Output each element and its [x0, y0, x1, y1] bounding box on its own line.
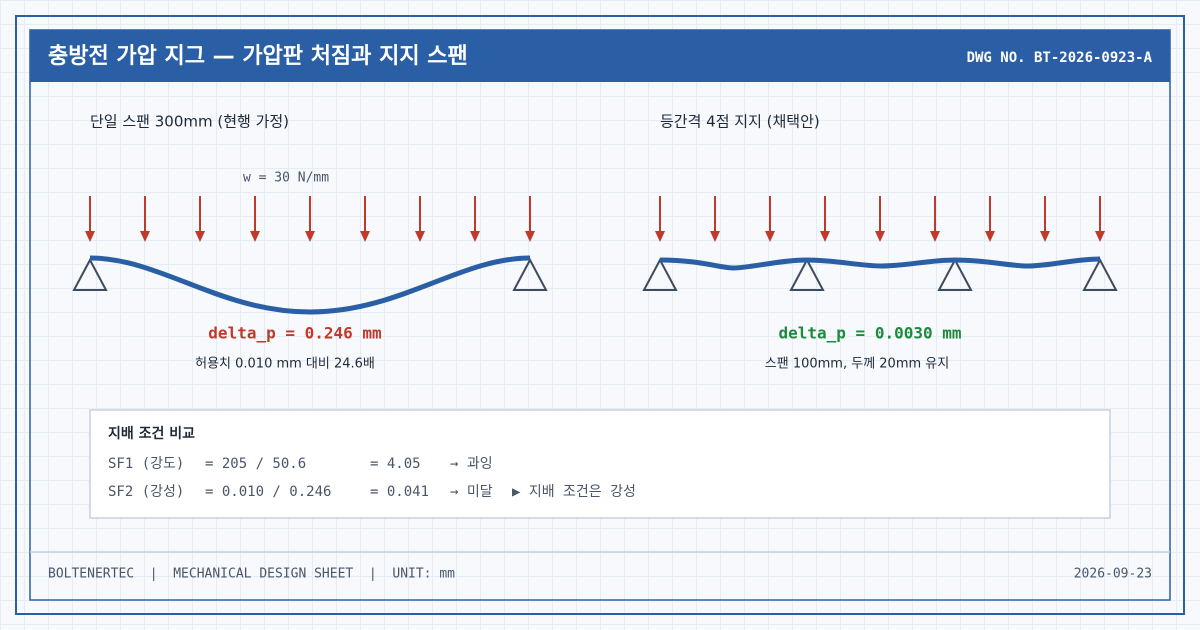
arrow-head [710, 231, 720, 242]
arrow-head [140, 231, 150, 242]
footer-left: BOLTENERTEC | MECHANICAL DESIGN SHEET | … [48, 567, 455, 582]
arrow-head [985, 231, 995, 242]
note: 스팬 100mm, 두께 20mm 유지 [765, 357, 949, 372]
arrow-head [415, 231, 425, 242]
header-bar [30, 30, 1170, 82]
support [937, 257, 973, 291]
arrow-head [195, 231, 205, 242]
comparison-cell: → 미달 [450, 484, 493, 500]
load-label: w = 30 N/mm [243, 171, 329, 186]
arrow-head [250, 231, 260, 242]
beam-drawings [72, 196, 1118, 291]
comparison-cell: = 0.010 / 0.246 [205, 484, 331, 500]
arrow-head [655, 231, 665, 242]
arrow-head [875, 231, 885, 242]
arrow-head [470, 231, 480, 242]
support [512, 257, 548, 291]
support [789, 257, 825, 291]
support [1082, 257, 1118, 291]
arrow-head [930, 231, 940, 242]
arrow-head [820, 231, 830, 242]
support [72, 257, 108, 291]
header-title: 충방전 가압 지그 — 가압판 처짐과 지지 스팬 [48, 44, 468, 69]
deflected-beam [659, 256, 1101, 271]
comparison-rows: SF1 (강도) = 205 / 50.6 = 4.05 → 과잉 SF2 (강성) = … [108, 456, 636, 500]
result: delta_p = 0.0030 mm [778, 324, 961, 343]
arrow-head [525, 231, 535, 242]
arrow-head [765, 231, 775, 242]
result: delta_p = 0.246 mm [208, 324, 382, 343]
comparison-cell: = 205 / 50.6 [205, 456, 306, 472]
arrow-head [360, 231, 370, 242]
deflected-beam [89, 255, 531, 315]
dwg-no: DWG NO. BT-2026-0923-A [967, 50, 1153, 66]
arrow-head [1095, 231, 1105, 242]
comparison-cell: SF1 (강도) [108, 456, 184, 472]
comparison-box [89, 409, 1111, 519]
footer-date: 2026-09-23 [1074, 567, 1152, 582]
arrow-head [305, 231, 315, 242]
panel-title: 단일 스팬 300mm (현행 가정) [90, 113, 289, 131]
support [642, 257, 678, 291]
outer-border [15, 15, 1185, 615]
comparison-cell: → 과잉 [450, 456, 493, 472]
panel-title: 등간격 4점 지지 (채택안) [660, 113, 820, 131]
comparison-title: 지배 조건 비교 [108, 425, 195, 442]
comparison-cell: = 0.041 [370, 484, 429, 500]
comparison-cell: SF2 (강성) [108, 484, 184, 500]
arrow-head [1040, 231, 1050, 242]
arrow-head [85, 231, 95, 242]
comparison-cell: = 4.05 [370, 456, 421, 472]
note: 허용치 0.010 mm 대비 24.6배 [195, 357, 375, 372]
comparison-cell: ▶ 지배 조건은 강성 [512, 484, 636, 500]
